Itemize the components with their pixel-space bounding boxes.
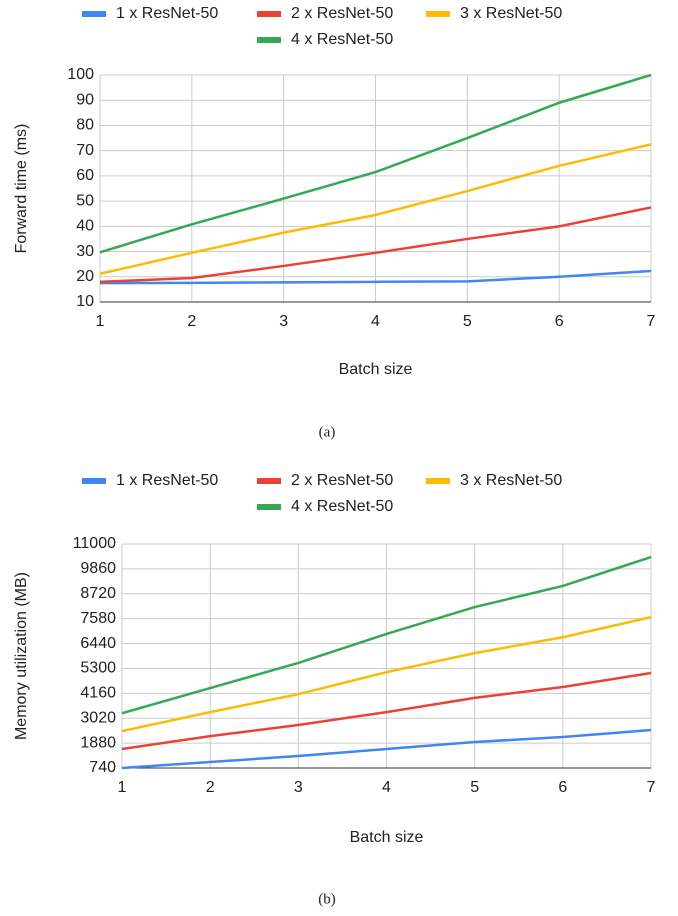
y-axis-label: Forward time (ms) (13, 124, 30, 254)
y-tick-label: 40 (76, 218, 94, 235)
y-tick-label: 10 (76, 293, 94, 310)
legend-label: 1 x ResNet-50 (116, 472, 218, 489)
y-tick-label: 20 (76, 268, 94, 285)
legend-swatch (257, 37, 281, 43)
legend-swatch (257, 504, 281, 510)
x-axis-label: Batch size (339, 361, 413, 378)
y-tick-label: 5300 (80, 660, 116, 677)
y-tick-label: 70 (76, 142, 94, 159)
legend-swatch (257, 478, 281, 484)
legend-label: 1 x ResNet-50 (116, 5, 218, 22)
x-tick-label: 6 (558, 779, 567, 796)
y-tick-label: 3020 (80, 709, 116, 726)
y-tick-label: 80 (76, 117, 94, 134)
series-line (121, 728, 652, 770)
x-tick-label: 1 (96, 313, 105, 330)
legend-label: 2 x ResNet-50 (291, 472, 393, 489)
legend-swatch (82, 478, 106, 484)
series-line (121, 615, 652, 733)
series-line (121, 671, 652, 751)
x-tick-label: 7 (647, 779, 656, 796)
y-tick-label: 90 (76, 91, 94, 108)
x-axis-label: Batch size (350, 829, 424, 846)
caption: (a) (319, 424, 336, 440)
legend-label: 4 x ResNet-50 (291, 31, 393, 48)
legend-label: 4 x ResNet-50 (291, 498, 393, 515)
legend-label: 3 x ResNet-50 (460, 5, 562, 22)
y-tick-label: 30 (76, 243, 94, 260)
x-tick-label: 3 (279, 313, 288, 330)
y-tick-label: 100 (67, 66, 94, 83)
legend-label: 2 x ResNet-50 (291, 5, 393, 22)
y-tick-label: 7580 (80, 610, 116, 627)
series-line (121, 555, 652, 715)
legend-swatch (426, 478, 450, 484)
y-tick-label: 1880 (80, 734, 116, 751)
x-tick-label: 5 (470, 779, 479, 796)
y-tick-label: 4160 (80, 685, 116, 702)
caption: (b) (318, 891, 336, 907)
legend-swatch (257, 11, 281, 17)
x-tick-label: 4 (382, 779, 391, 796)
x-tick-label: 7 (647, 313, 656, 330)
series-line (99, 269, 652, 285)
y-tick-label: 740 (89, 759, 116, 776)
series-line (99, 143, 652, 275)
y-tick-label: 11000 (73, 535, 116, 552)
y-tick-label: 60 (76, 167, 94, 184)
x-tick-label: 2 (206, 779, 215, 796)
legend-swatch (426, 11, 450, 17)
y-tick-label: 8720 (80, 585, 116, 602)
x-tick-label: 1 (118, 779, 127, 796)
x-tick-label: 2 (187, 313, 196, 330)
x-tick-label: 4 (371, 313, 380, 330)
x-tick-label: 3 (294, 779, 303, 796)
x-tick-label: 6 (555, 313, 564, 330)
legend-swatch (82, 11, 106, 17)
series-line (99, 206, 652, 284)
y-tick-label: 50 (76, 192, 94, 209)
y-axis-label: Memory utilization (MB) (13, 572, 30, 740)
x-tick-label: 5 (463, 313, 472, 330)
legend-label: 3 x ResNet-50 (460, 472, 562, 489)
series-line (99, 73, 652, 254)
y-tick-label: 6440 (80, 635, 116, 652)
y-tick-label: 9860 (80, 560, 116, 577)
